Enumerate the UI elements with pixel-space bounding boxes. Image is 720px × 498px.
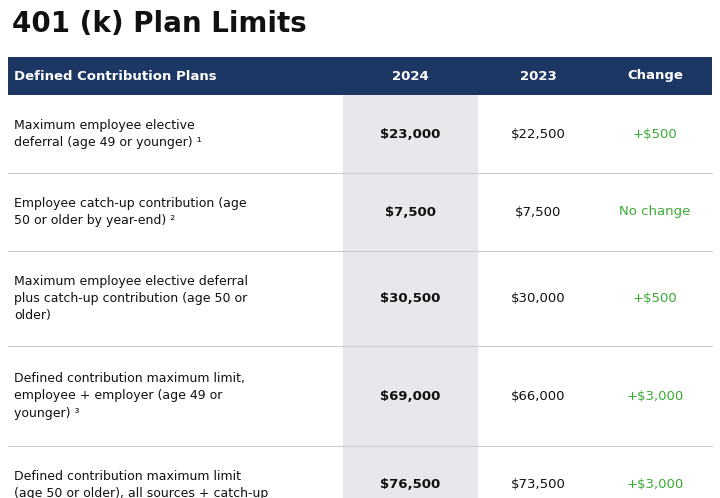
Text: Employee catch-up contribution (age
50 or older by year-end) ²: Employee catch-up contribution (age 50 o… bbox=[14, 197, 247, 227]
Bar bbox=[8, 57, 712, 95]
Text: $7,500: $7,500 bbox=[385, 206, 436, 219]
Text: +$500: +$500 bbox=[633, 292, 678, 305]
Bar bbox=[8, 95, 712, 173]
Bar bbox=[8, 251, 712, 346]
Bar bbox=[343, 446, 478, 498]
Text: No change: No change bbox=[619, 206, 690, 219]
Bar bbox=[343, 251, 478, 346]
Text: 401 (k) Plan Limits: 401 (k) Plan Limits bbox=[12, 10, 307, 38]
Text: $22,500: $22,500 bbox=[510, 127, 565, 140]
Bar bbox=[343, 346, 478, 446]
Text: $73,500: $73,500 bbox=[510, 479, 565, 492]
Text: $69,000: $69,000 bbox=[380, 389, 441, 402]
Text: Change: Change bbox=[627, 70, 683, 83]
Text: $7,500: $7,500 bbox=[515, 206, 561, 219]
Text: $30,500: $30,500 bbox=[380, 292, 441, 305]
Text: Maximum employee elective deferral
plus catch-up contribution (age 50 or
older): Maximum employee elective deferral plus … bbox=[14, 274, 248, 323]
Text: $30,000: $30,000 bbox=[510, 292, 565, 305]
Bar bbox=[8, 173, 712, 251]
Text: $23,000: $23,000 bbox=[380, 127, 441, 140]
Text: Defined contribution maximum limit,
employee + employer (age 49 or
younger) ³: Defined contribution maximum limit, empl… bbox=[14, 372, 245, 420]
Text: +$500: +$500 bbox=[633, 127, 678, 140]
Text: Defined Contribution Plans: Defined Contribution Plans bbox=[14, 70, 217, 83]
Bar bbox=[8, 446, 712, 498]
Text: $76,500: $76,500 bbox=[380, 479, 441, 492]
Text: $66,000: $66,000 bbox=[510, 389, 565, 402]
Text: Maximum employee elective
deferral (age 49 or younger) ¹: Maximum employee elective deferral (age … bbox=[14, 119, 202, 149]
Text: 2023: 2023 bbox=[520, 70, 557, 83]
Bar bbox=[8, 346, 712, 446]
Text: +$3,000: +$3,000 bbox=[626, 389, 683, 402]
Text: Defined contribution maximum limit
(age 50 or older), all sources + catch-up: Defined contribution maximum limit (age … bbox=[14, 470, 269, 498]
Bar bbox=[343, 173, 478, 251]
Bar bbox=[343, 95, 478, 173]
Text: 2024: 2024 bbox=[392, 70, 429, 83]
Text: +$3,000: +$3,000 bbox=[626, 479, 683, 492]
